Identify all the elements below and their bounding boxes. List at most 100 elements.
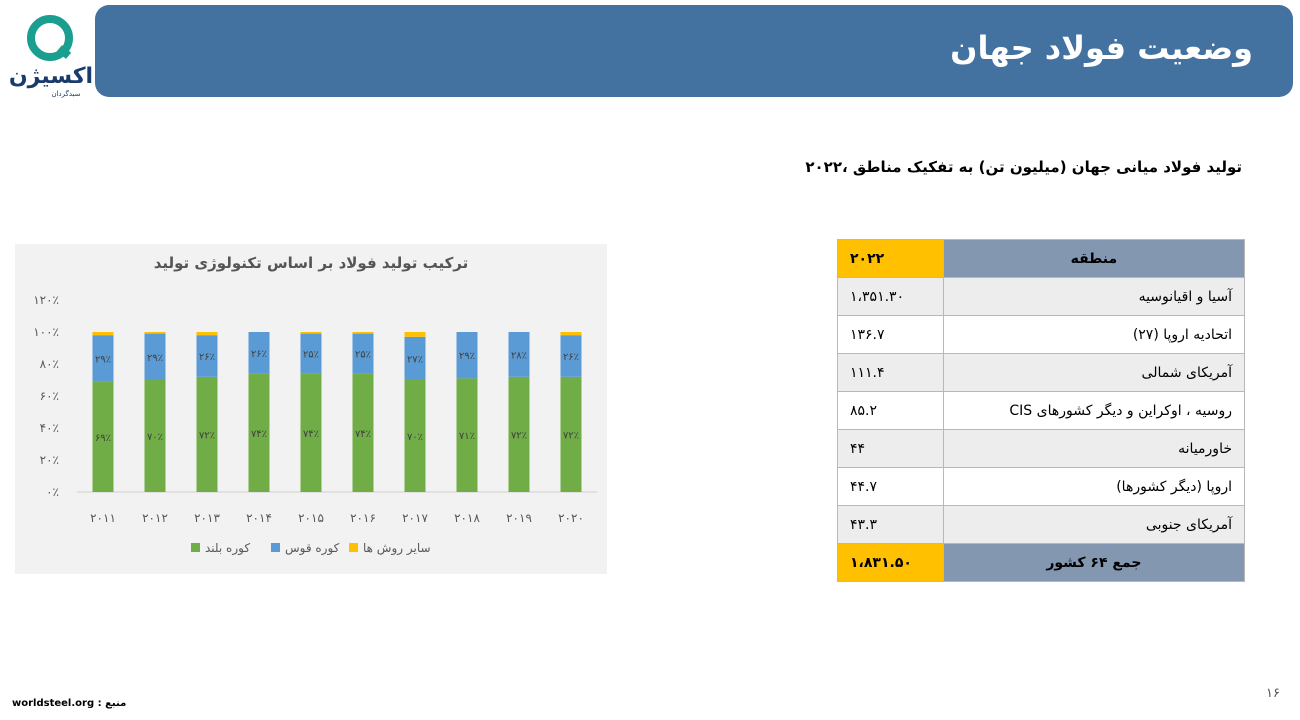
bar-segment (508, 376, 530, 492)
region-name: خاورمیانه (942, 429, 1246, 468)
legend-label: کوره قوس (285, 541, 340, 556)
x-tick-label: ۲۰۱۱ (90, 511, 116, 525)
bar-segment (352, 373, 374, 492)
x-tick-label: ۲۰۱۶ (350, 511, 376, 525)
bar-segment (92, 332, 114, 336)
region-name: اروپا (دیگر کشورها) (942, 467, 1246, 506)
chart-panel: ترکیب تولید فولاد بر اساس تکنولوژی تولید… (15, 244, 607, 574)
table-body: آسیا و اقیانوسیه ۱،۳۵۱.۳۰ اتحادیه اروپا (۲… (837, 277, 1246, 582)
bar-segment (92, 335, 114, 382)
table-row: آمریکای شمالی ۱۱۱.۴ (837, 353, 1246, 392)
data-label: ۲۹٪ (95, 354, 111, 365)
stacked-bar-chart: ترکیب تولید فولاد بر اساس تکنولوژی تولید… (33, 254, 597, 556)
logo-mark-icon (27, 15, 73, 61)
logo: اکسیژن سبدگردان (6, 10, 93, 98)
header-region: منطقه (942, 239, 1246, 278)
table-row: اتحادیه اروپا (۲۷) ۱۳۶.۷ (837, 315, 1246, 354)
table-row: خاورمیانه ۴۴ (837, 429, 1246, 468)
data-label: ۷۰٪ (407, 432, 423, 443)
bar-segment (144, 380, 166, 492)
header-year: ۲۰۲۲ (837, 239, 944, 278)
data-label: ۲۶٪ (563, 352, 579, 363)
table-total-row: جمع ۶۴ کشور ۱،۸۳۱.۵۰ (837, 543, 1246, 582)
x-tick-label: ۲۰۱۳ (194, 511, 220, 525)
data-label: ۶۹٪ (95, 433, 111, 444)
table-title: تولید فولاد میانی جهان (میلیون تن) به تف… (805, 158, 1242, 176)
bar-segment (144, 333, 166, 380)
bar-segment (560, 376, 582, 492)
y-tick-label: ۱۲۰٪ (33, 293, 59, 307)
bar-segment (456, 378, 478, 492)
data-label: ۷۰٪ (147, 432, 163, 443)
data-label: ۷۴٪ (251, 429, 267, 440)
source-label: منبع : (97, 698, 127, 709)
data-label: ۲۶٪ (199, 352, 215, 363)
bar-segment (560, 332, 582, 336)
region-value: ۱،۳۵۱.۳۰ (837, 277, 944, 316)
data-label: ۷۴٪ (355, 429, 371, 440)
table-row: آسیا و اقیانوسیه ۱،۳۵۱.۳۰ (837, 277, 1246, 316)
chart-title: ترکیب تولید فولاد بر اساس تکنولوژی تولید (154, 254, 469, 272)
bar-segment (300, 373, 322, 492)
bar-segment (508, 332, 530, 377)
page-title: وضعیت فولاد جهان (950, 29, 1253, 67)
y-tick-label: ۲۰٪ (40, 453, 59, 467)
bar-segment (300, 332, 322, 334)
y-tick-label: ۴۰٪ (40, 421, 59, 435)
y-tick-label: ۶۰٪ (40, 389, 59, 403)
region-name: روسیه ، اوکراین و دیگر کشورهای CIS (942, 391, 1246, 430)
data-label: ۲۹٪ (147, 353, 163, 364)
data-label: ۲۹٪ (459, 351, 475, 362)
legend-label: کوره بلند (205, 541, 250, 556)
bar-segment (404, 336, 426, 380)
legend-swatch (191, 543, 200, 552)
table-row: آمریکای جنوبی ۴۳.۳ (837, 505, 1246, 544)
region-value: ۴۴ (837, 429, 944, 468)
bar-segment (196, 332, 218, 336)
region-name: آمریکای جنوبی (942, 505, 1246, 544)
data-label: ۷۲٪ (511, 430, 527, 441)
data-label: ۲۵٪ (303, 350, 319, 361)
region-value: ۴۴.۷ (837, 467, 944, 506)
bar-segment (92, 381, 114, 492)
region-production-table: منطقه ۲۰۲۲ آسیا و اقیانوسیه ۱،۳۵۱.۳۰ اتحاد… (837, 239, 1246, 582)
legend-label: سایر روش ها (363, 541, 431, 556)
source-credit: منبع : worldsteel.org (12, 698, 126, 709)
region-name: آسیا و اقیانوسیه (942, 277, 1246, 316)
bar-segment (456, 332, 478, 379)
x-tick-label: ۲۰۲۰ (558, 511, 584, 525)
region-value: ۱۱۱.۴ (837, 353, 944, 392)
data-label: ۲۸٪ (511, 350, 527, 361)
region-value: ۸۵.۲ (837, 391, 944, 430)
bar-segment (144, 332, 166, 334)
bar-segment (196, 335, 218, 377)
region-name: اتحادیه اروپا (۲۷) (942, 315, 1246, 354)
bar-segment (560, 335, 582, 377)
legend-swatch (349, 543, 358, 552)
data-label: ۲۶٪ (251, 349, 267, 360)
table-header-row: منطقه ۲۰۲۲ (837, 239, 1246, 278)
x-tick-label: ۲۰۱۲ (142, 511, 168, 525)
x-tick-label: ۲۰۱۴ (246, 511, 272, 525)
header-bar: وضعیت فولاد جهان (95, 5, 1293, 97)
page-number: ۱۶ (1266, 686, 1280, 701)
bar-segment (404, 332, 426, 337)
data-label: ۷۱٪ (459, 431, 475, 442)
bar-segment (196, 376, 218, 492)
y-tick-label: ۸۰٪ (40, 357, 59, 371)
bar-segment (300, 333, 322, 374)
total-label: جمع ۶۴ کشور (942, 543, 1246, 582)
bar-segment (352, 333, 374, 374)
region-name: آمریکای شمالی (942, 353, 1246, 392)
table-row: اروپا (دیگر کشورها) ۴۴.۷ (837, 467, 1246, 506)
data-label: ۲۵٪ (355, 350, 371, 361)
source-site: worldsteel.org (12, 698, 95, 709)
x-tick-label: ۲۰۱۷ (402, 511, 428, 525)
region-value: ۴۳.۳ (837, 505, 944, 544)
total-value: ۱،۸۳۱.۵۰ (837, 543, 944, 582)
region-value: ۱۳۶.۷ (837, 315, 944, 354)
x-tick-label: ۲۰۱۸ (454, 511, 480, 525)
bar-segment (248, 373, 270, 492)
legend-swatch (271, 543, 280, 552)
data-label: ۲۷٪ (407, 354, 423, 365)
